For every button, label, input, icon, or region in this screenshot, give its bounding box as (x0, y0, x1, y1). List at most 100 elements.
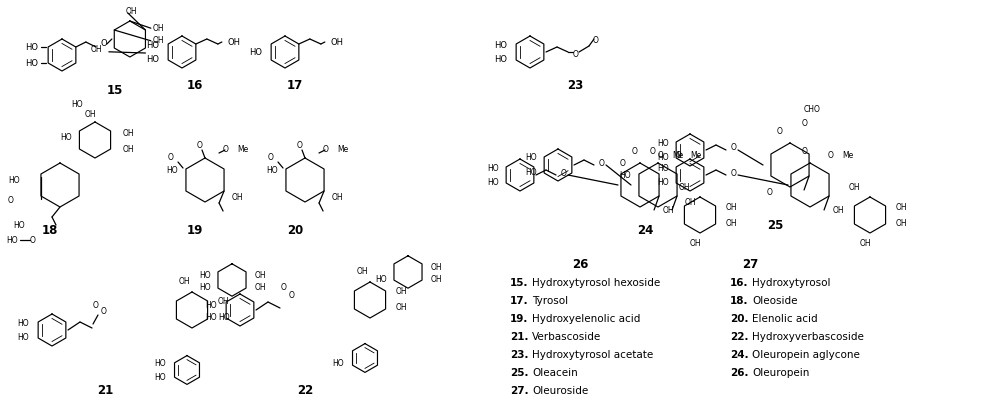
Text: HO: HO (249, 48, 262, 56)
Text: HO: HO (657, 178, 669, 186)
Text: OH: OH (255, 271, 267, 279)
Text: OH: OH (685, 198, 697, 207)
Text: 21.: 21. (510, 332, 528, 342)
Text: O: O (828, 151, 834, 159)
Text: OH: OH (228, 38, 241, 47)
Text: HO: HO (218, 314, 230, 322)
Text: O: O (197, 141, 203, 151)
Text: OH: OH (123, 146, 135, 155)
Text: 16.: 16. (730, 278, 748, 288)
Text: HO: HO (60, 133, 72, 141)
Text: OH: OH (153, 24, 164, 33)
Text: 19: 19 (187, 224, 203, 236)
Text: HO: HO (205, 301, 217, 309)
Text: 22.: 22. (730, 332, 748, 342)
Text: HO: HO (154, 359, 166, 367)
Text: HO: HO (525, 168, 537, 176)
Text: Hydroxytyrosol hexoside: Hydroxytyrosol hexoside (532, 278, 660, 288)
Text: OH: OH (726, 219, 738, 228)
Text: OH: OH (255, 284, 267, 292)
Text: O: O (802, 146, 808, 156)
Text: 20.: 20. (730, 314, 748, 324)
Text: 20: 20 (287, 224, 303, 236)
Text: O: O (650, 146, 656, 156)
Text: HO: HO (205, 312, 217, 322)
Text: 19.: 19. (510, 314, 528, 324)
Text: O: O (731, 168, 737, 178)
Text: OH: OH (896, 219, 908, 228)
Text: OH: OH (678, 183, 690, 191)
Text: HO: HO (199, 284, 211, 292)
Text: Oleuroside: Oleuroside (532, 386, 588, 396)
Text: Oleuropein aglycone: Oleuropein aglycone (752, 350, 860, 360)
Text: OH: OH (232, 193, 244, 202)
Text: O: O (599, 158, 605, 168)
Text: O: O (573, 50, 579, 58)
Text: HO: HO (8, 176, 20, 184)
Text: HO: HO (199, 271, 211, 279)
Text: OH: OH (396, 304, 408, 312)
Text: 15: 15 (107, 83, 123, 96)
Text: O: O (267, 153, 273, 163)
Text: O: O (676, 151, 682, 159)
Text: HO: HO (657, 163, 669, 173)
Text: HO: HO (146, 55, 159, 63)
Text: O: O (29, 236, 35, 244)
Text: O: O (802, 118, 808, 128)
Text: OH: OH (90, 45, 102, 54)
Text: HO: HO (487, 163, 499, 173)
Text: HO: HO (487, 178, 499, 186)
Text: O: O (593, 35, 599, 45)
Text: OH: OH (431, 262, 443, 271)
Text: 24.: 24. (730, 350, 749, 360)
Text: OH: OH (123, 130, 135, 138)
Text: OH: OH (153, 36, 164, 45)
Text: O: O (323, 146, 329, 155)
Text: O: O (101, 307, 107, 317)
Text: HO: HO (146, 40, 159, 50)
Text: Me: Me (842, 151, 853, 159)
Text: OH: OH (178, 277, 190, 286)
Text: 18.: 18. (730, 296, 748, 306)
Text: Hydroxytyrosol: Hydroxytyrosol (752, 278, 830, 288)
Text: HO: HO (657, 153, 669, 161)
Text: O: O (223, 146, 229, 155)
Text: HO: HO (657, 138, 669, 148)
Text: HO: HO (494, 55, 507, 63)
Text: O: O (167, 153, 173, 163)
Text: OH: OH (848, 183, 860, 191)
Text: OH: OH (859, 239, 871, 248)
Text: CHO: CHO (804, 105, 820, 113)
Text: Me: Me (672, 151, 683, 159)
Text: HO: HO (154, 372, 166, 382)
Text: Me: Me (337, 146, 348, 155)
Text: 16: 16 (187, 78, 203, 91)
Text: OH: OH (662, 206, 674, 214)
Text: 25.: 25. (510, 368, 528, 378)
Text: HO: HO (375, 276, 387, 284)
Text: O: O (620, 158, 626, 168)
Text: HO: HO (266, 166, 278, 174)
Text: O: O (281, 284, 287, 292)
Text: 26: 26 (572, 259, 588, 271)
Text: HO: HO (17, 319, 29, 327)
Text: 15.: 15. (510, 278, 528, 288)
Text: O: O (561, 168, 567, 178)
Text: O: O (101, 38, 107, 48)
Text: Oleacein: Oleacein (532, 368, 578, 378)
Text: HO: HO (71, 100, 83, 108)
Text: Verbascoside: Verbascoside (532, 332, 601, 342)
Text: OH: OH (126, 7, 137, 15)
Text: Hydroxyelenolic acid: Hydroxyelenolic acid (532, 314, 640, 324)
Text: HO: HO (332, 359, 344, 367)
Text: 26.: 26. (730, 368, 748, 378)
Text: O: O (289, 291, 295, 299)
Text: O: O (93, 301, 99, 311)
Text: HO: HO (25, 58, 38, 68)
Text: OH: OH (896, 203, 908, 211)
Text: O: O (658, 151, 664, 159)
Text: 25: 25 (767, 219, 783, 231)
Text: OH: OH (332, 193, 344, 202)
Text: 23.: 23. (510, 350, 528, 360)
Text: Oleoside: Oleoside (752, 296, 798, 306)
